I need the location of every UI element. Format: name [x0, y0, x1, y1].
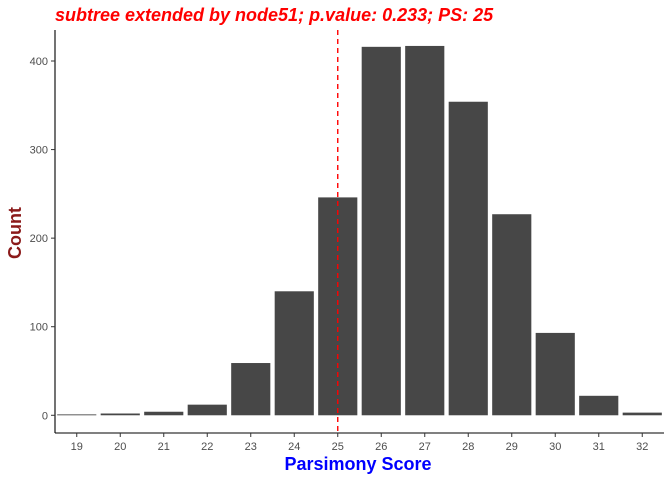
- bar-26: [361, 46, 401, 416]
- bar-29: [492, 214, 532, 416]
- x-tick-label-23: 23: [245, 441, 257, 453]
- bar-20: [100, 413, 140, 416]
- x-tick-label-30: 30: [549, 441, 561, 453]
- bars-group: [57, 45, 662, 416]
- y-tick-label-400: 400: [30, 56, 48, 68]
- y-tick-label-300: 300: [30, 145, 48, 157]
- x-tick-label-29: 29: [506, 441, 518, 453]
- bar-22: [187, 404, 227, 416]
- x-tick-label-21: 21: [158, 441, 170, 453]
- bar-28: [448, 101, 488, 416]
- bar-32: [622, 412, 662, 416]
- bar-31: [579, 395, 619, 416]
- y-tick-label-200: 200: [30, 233, 48, 245]
- x-tick-label-31: 31: [593, 441, 605, 453]
- x-tick-label-19: 19: [71, 441, 83, 453]
- bar-21: [144, 411, 184, 416]
- y-tick-label-0: 0: [42, 410, 48, 422]
- bar-25: [318, 197, 358, 416]
- x-axis-label: Parsimony Score: [284, 454, 431, 474]
- bar-24: [274, 291, 314, 416]
- bar-27: [405, 45, 445, 416]
- x-tick-label-26: 26: [375, 441, 387, 453]
- x-tick-label-24: 24: [288, 441, 300, 453]
- x-tick-label-25: 25: [332, 441, 344, 453]
- x-tick-label-20: 20: [114, 441, 126, 453]
- bar-30: [535, 332, 575, 416]
- y-axis-label: Count: [5, 207, 25, 259]
- x-tick-label-32: 32: [636, 441, 648, 453]
- x-tick-label-22: 22: [201, 441, 213, 453]
- axes-group: 0 100 200 300 400 19 20 21 22 23 24 25 26 27 28 29 30 31 3…: [30, 30, 664, 453]
- x-tick-label-27: 27: [419, 441, 431, 453]
- bar-19: [57, 414, 97, 416]
- y-tick-label-100: 100: [30, 322, 48, 334]
- bar-23: [231, 363, 271, 416]
- x-tick-label-28: 28: [462, 441, 474, 453]
- chart-title: subtree extended by node51; p.value: 0.2…: [55, 5, 494, 25]
